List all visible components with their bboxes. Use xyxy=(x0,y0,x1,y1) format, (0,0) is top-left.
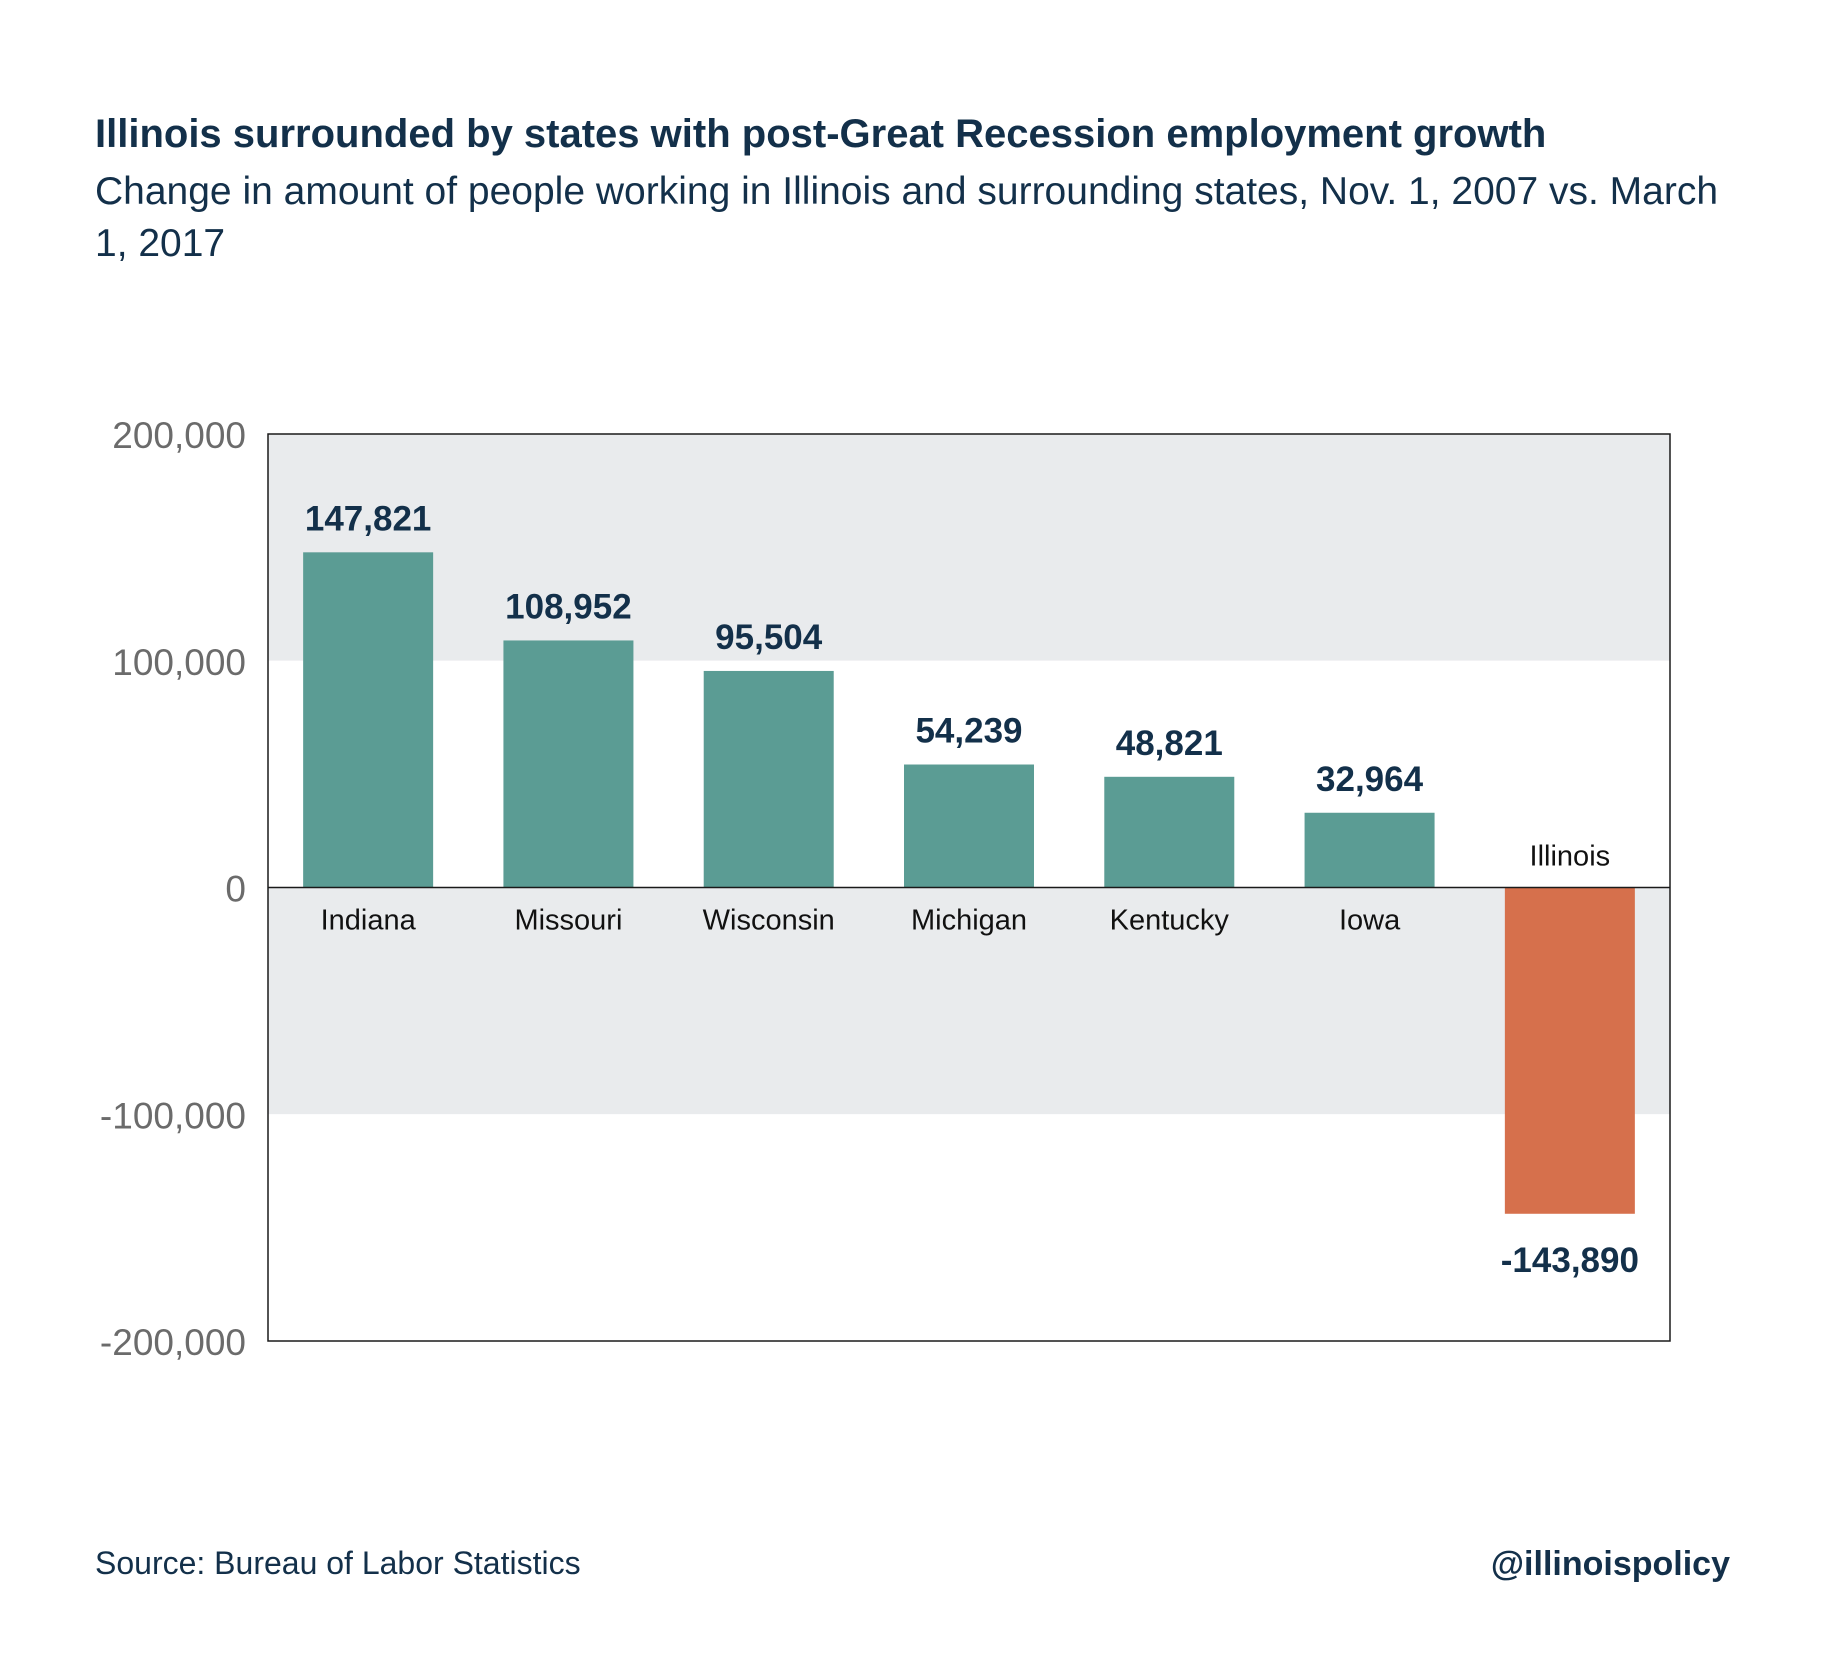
y-tick-label: -200,000 xyxy=(100,1322,246,1363)
data-label: 147,821 xyxy=(305,499,432,538)
bar xyxy=(1104,776,1235,888)
x-tick-label: Illinois xyxy=(1530,841,1611,873)
bar xyxy=(1304,812,1435,888)
chart-subtitle: Change in amount of people working in Il… xyxy=(95,170,1719,265)
data-label: -143,890 xyxy=(1501,1241,1639,1280)
chart-title: Illinois surrounded by states with post-… xyxy=(95,112,1547,156)
data-label: 48,821 xyxy=(1116,724,1223,763)
y-tick-label: 100,000 xyxy=(112,642,246,683)
brand-handle: @illinoispolicy xyxy=(1490,1545,1730,1583)
grid-band xyxy=(268,1114,1670,1341)
bar xyxy=(904,764,1034,888)
data-label: 108,952 xyxy=(505,587,632,626)
bar xyxy=(703,670,834,888)
bar xyxy=(303,552,434,888)
x-tick-label: Kentucky xyxy=(1110,905,1230,937)
data-label: 54,239 xyxy=(915,712,1022,751)
x-tick-label: Michigan xyxy=(911,905,1027,937)
y-tick-label: 0 xyxy=(225,869,246,910)
y-tick-label: -100,000 xyxy=(100,1095,246,1136)
grid-band xyxy=(268,887,1670,1115)
source-note: Source: Bureau of Labor Statistics xyxy=(95,1545,581,1581)
y-tick-label: 200,000 xyxy=(112,415,246,456)
bar xyxy=(1504,887,1635,1214)
x-tick-label: Missouri xyxy=(514,905,622,937)
data-label: 32,964 xyxy=(1316,760,1424,799)
x-tick-label: Iowa xyxy=(1339,905,1401,937)
bar xyxy=(503,640,634,888)
data-label: 95,504 xyxy=(715,618,823,657)
x-tick-label: Indiana xyxy=(321,905,417,937)
grid-band xyxy=(268,434,1670,661)
x-tick-label: Wisconsin xyxy=(703,905,835,937)
